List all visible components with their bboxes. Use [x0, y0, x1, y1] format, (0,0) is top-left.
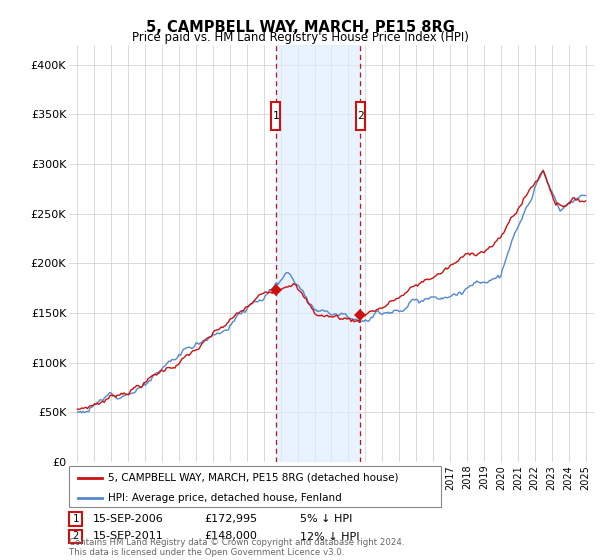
FancyBboxPatch shape — [69, 466, 441, 507]
Text: 5, CAMPBELL WAY, MARCH, PE15 8RG (detached house): 5, CAMPBELL WAY, MARCH, PE15 8RG (detach… — [108, 473, 398, 483]
Text: 12% ↓ HPI: 12% ↓ HPI — [300, 531, 359, 542]
Text: 1: 1 — [272, 111, 279, 122]
Text: Contains HM Land Registry data © Crown copyright and database right 2024.
This d: Contains HM Land Registry data © Crown c… — [69, 538, 404, 557]
Text: £172,995: £172,995 — [204, 514, 257, 524]
Text: 15-SEP-2011: 15-SEP-2011 — [93, 531, 164, 542]
Text: 1: 1 — [73, 514, 79, 524]
Text: Price paid vs. HM Land Registry's House Price Index (HPI): Price paid vs. HM Land Registry's House … — [131, 31, 469, 44]
FancyBboxPatch shape — [356, 102, 365, 130]
Text: 5, CAMPBELL WAY, MARCH, PE15 8RG: 5, CAMPBELL WAY, MARCH, PE15 8RG — [146, 20, 454, 35]
Text: 15-SEP-2006: 15-SEP-2006 — [93, 514, 164, 524]
Text: 2: 2 — [357, 111, 364, 122]
Text: 2: 2 — [73, 531, 79, 542]
Bar — [276, 45, 361, 462]
Text: 5% ↓ HPI: 5% ↓ HPI — [300, 514, 352, 524]
Text: HPI: Average price, detached house, Fenland: HPI: Average price, detached house, Fenl… — [108, 493, 342, 503]
FancyBboxPatch shape — [271, 102, 280, 130]
Text: £148,000: £148,000 — [204, 531, 257, 542]
